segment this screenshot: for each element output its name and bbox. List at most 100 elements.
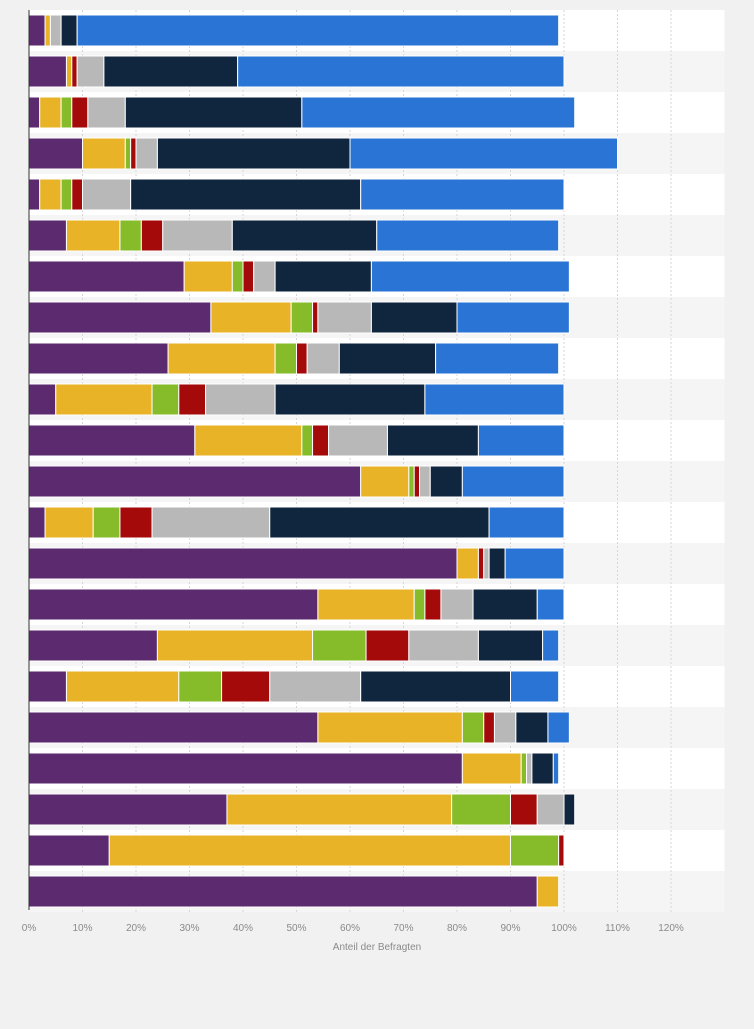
bar-segment[interactable] xyxy=(424,383,565,416)
bar-segment[interactable] xyxy=(28,178,41,211)
bar-segment[interactable] xyxy=(296,342,308,375)
bar-segment[interactable] xyxy=(119,219,142,252)
bar-segment[interactable] xyxy=(488,547,506,580)
bar-segment[interactable] xyxy=(510,670,560,703)
bar-segment[interactable] xyxy=(360,465,410,498)
bar-segment[interactable] xyxy=(338,342,437,375)
bar-segment[interactable] xyxy=(542,629,560,662)
bar-segment[interactable] xyxy=(563,793,576,826)
bar-segment[interactable] xyxy=(60,178,73,211)
bar-segment[interactable] xyxy=(472,588,538,621)
bar-segment[interactable] xyxy=(82,178,132,211)
bar-segment[interactable] xyxy=(178,383,207,416)
bar-segment[interactable] xyxy=(103,55,239,88)
bar-segment[interactable] xyxy=(28,424,196,457)
bar-segment[interactable] xyxy=(435,342,560,375)
bar-segment[interactable] xyxy=(28,342,169,375)
bar-segment[interactable] xyxy=(231,260,244,293)
bar-segment[interactable] xyxy=(28,875,538,908)
bar-segment[interactable] xyxy=(493,711,517,744)
bar-segment[interactable] xyxy=(547,711,570,744)
bar-segment[interactable] xyxy=(429,465,463,498)
bar-segment[interactable] xyxy=(156,137,351,170)
bar-segment[interactable] xyxy=(360,670,512,703)
bar-segment[interactable] xyxy=(419,465,431,498)
bar-segment[interactable] xyxy=(28,55,67,88)
bar-segment[interactable] xyxy=(178,670,223,703)
bar-segment[interactable] xyxy=(376,219,560,252)
bar-segment[interactable] xyxy=(226,793,453,826)
bar-segment[interactable] xyxy=(82,137,126,170)
bar-segment[interactable] xyxy=(28,260,185,293)
bar-segment[interactable] xyxy=(65,55,73,88)
bar-segment[interactable] xyxy=(28,711,319,744)
bar-segment[interactable] xyxy=(301,96,576,129)
bar-segment[interactable] xyxy=(526,752,533,785)
bar-segment[interactable] xyxy=(28,96,41,129)
bar-segment[interactable] xyxy=(87,96,126,129)
bar-segment[interactable] xyxy=(483,547,490,580)
bar-segment[interactable] xyxy=(183,260,233,293)
bar-segment[interactable] xyxy=(461,752,522,785)
bar-segment[interactable] xyxy=(536,875,560,908)
bar-segment[interactable] xyxy=(413,465,421,498)
bar-segment[interactable] xyxy=(49,14,62,47)
bar-segment[interactable] xyxy=(451,793,511,826)
bar-segment[interactable] xyxy=(237,55,565,88)
bar-segment[interactable] xyxy=(28,670,67,703)
bar-segment[interactable] xyxy=(130,137,137,170)
bar-segment[interactable] xyxy=(151,383,180,416)
bar-segment[interactable] xyxy=(306,342,340,375)
bar-segment[interactable] xyxy=(65,670,180,703)
bar-segment[interactable] xyxy=(205,383,276,416)
bar-segment[interactable] xyxy=(60,96,73,129)
bar-segment[interactable] xyxy=(456,301,570,334)
bar-segment[interactable] xyxy=(386,424,479,457)
bar-segment[interactable] xyxy=(28,752,463,785)
bar-segment[interactable] xyxy=(28,588,319,621)
bar-segment[interactable] xyxy=(28,137,83,170)
bar-segment[interactable] xyxy=(536,793,565,826)
bar-segment[interactable] xyxy=(370,260,570,293)
bar-segment[interactable] xyxy=(156,629,314,662)
bar-segment[interactable] xyxy=(135,137,158,170)
bar-segment[interactable] xyxy=(510,793,538,826)
bar-segment[interactable] xyxy=(360,178,565,211)
bar-segment[interactable] xyxy=(92,506,121,539)
bar-segment[interactable] xyxy=(210,301,292,334)
bar-segment[interactable] xyxy=(328,424,388,457)
bar-segment[interactable] xyxy=(520,752,528,785)
bar-segment[interactable] xyxy=(108,834,511,867)
bar-segment[interactable] xyxy=(269,506,490,539)
bar-segment[interactable] xyxy=(370,301,458,334)
bar-segment[interactable] xyxy=(477,629,544,662)
bar-segment[interactable] xyxy=(140,219,164,252)
bar-segment[interactable] xyxy=(28,465,362,498)
bar-segment[interactable] xyxy=(60,14,78,47)
bar-segment[interactable] xyxy=(119,506,153,539)
bar-segment[interactable] xyxy=(71,178,84,211)
bar-segment[interactable] xyxy=(130,178,362,211)
bar-segment[interactable] xyxy=(28,793,228,826)
bar-segment[interactable] xyxy=(71,55,78,88)
bar-segment[interactable] xyxy=(483,711,495,744)
bar-segment[interactable] xyxy=(274,383,426,416)
bar-segment[interactable] xyxy=(317,588,415,621)
bar-segment[interactable] xyxy=(55,383,153,416)
bar-segment[interactable] xyxy=(413,588,426,621)
bar-segment[interactable] xyxy=(301,424,314,457)
bar-segment[interactable] xyxy=(76,55,105,88)
bar-segment[interactable] xyxy=(39,96,62,129)
bar-segment[interactable] xyxy=(253,260,276,293)
bar-segment[interactable] xyxy=(221,670,271,703)
bar-segment[interactable] xyxy=(28,383,57,416)
bar-segment[interactable] xyxy=(290,301,314,334)
bar-segment[interactable] xyxy=(65,219,121,252)
bar-segment[interactable] xyxy=(274,260,372,293)
bar-segment[interactable] xyxy=(440,588,474,621)
bar-segment[interactable] xyxy=(510,834,560,867)
bar-segment[interactable] xyxy=(477,547,485,580)
bar-segment[interactable] xyxy=(424,588,442,621)
bar-segment[interactable] xyxy=(231,219,378,252)
bar-segment[interactable] xyxy=(317,301,372,334)
